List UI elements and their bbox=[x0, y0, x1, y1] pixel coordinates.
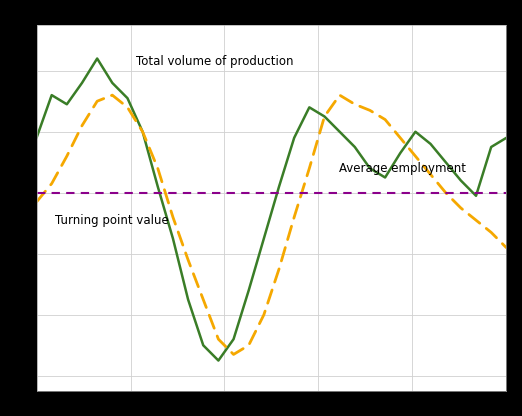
Text: Total volume of production: Total volume of production bbox=[136, 54, 293, 68]
Text: Turning point value: Turning point value bbox=[55, 214, 169, 227]
Text: Average employment: Average employment bbox=[339, 162, 466, 175]
